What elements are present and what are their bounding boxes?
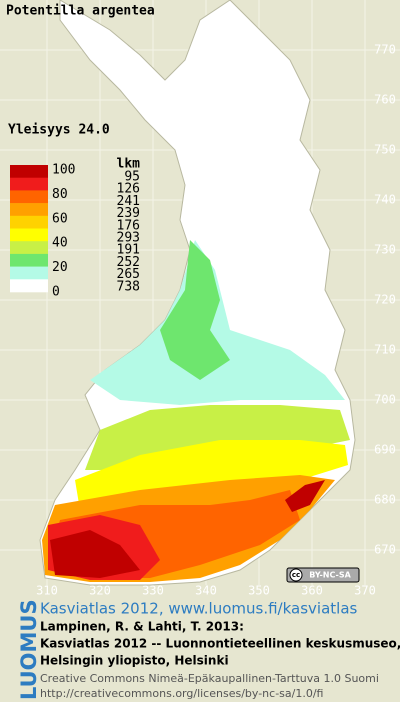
legend-scale: 60 — [52, 211, 68, 226]
frequency: Yleisyys 24.0 — [8, 123, 110, 138]
x-tick-label: 330 — [142, 584, 164, 598]
zone-dark-red-east — [285, 480, 325, 512]
legend-swatch — [10, 266, 48, 280]
y-tick-label: 760 — [374, 93, 396, 107]
y-tick-label: 670 — [374, 543, 396, 557]
y-tick-label: 700 — [374, 393, 396, 407]
x-tick-label: 310 — [36, 584, 58, 598]
y-tick-label: 690 — [374, 443, 396, 457]
legend-count: 252 — [117, 255, 140, 270]
y-tick-label: 770 — [374, 43, 396, 57]
legend-count: 265 — [117, 267, 140, 282]
legend-swatch — [10, 165, 48, 178]
legend-count: 126 — [117, 182, 140, 197]
footer-link: Kasviatlas 2012, www.luomus.fi/kasviatla… — [40, 600, 358, 618]
legend-swatch — [10, 190, 48, 204]
legend-scale: 80 — [52, 187, 68, 202]
y-tick-label: 720 — [374, 293, 396, 307]
legend-count: 176 — [117, 218, 140, 233]
license-badge: cc BY-NC-SA — [286, 567, 360, 583]
badge-license: BY-NC-SA — [309, 571, 351, 580]
y-tick-label: 710 — [374, 343, 396, 357]
legend-scale: 0 — [52, 285, 60, 300]
x-tick-label: 320 — [89, 584, 111, 598]
zone-cyan — [90, 240, 345, 405]
x-tick-label: 350 — [248, 584, 270, 598]
legend-swatch — [10, 228, 48, 242]
legend-swatch — [10, 253, 48, 267]
x-tick-label: 340 — [195, 584, 217, 598]
logo: LUOMUS — [17, 599, 41, 700]
map-title: Potentilla argentea — [6, 4, 155, 19]
y-tick-label: 730 — [374, 243, 396, 257]
legend-swatch — [10, 241, 48, 255]
y-tick-label: 740 — [374, 193, 396, 207]
citation-line: Kasviatlas 2012 -- Luonnontieteellinen k… — [40, 637, 400, 651]
y-tick-label: 750 — [374, 143, 396, 157]
legend-swatch — [10, 177, 48, 191]
legend-scale: 20 — [52, 260, 68, 275]
legend-swatch — [10, 215, 48, 229]
license-line: http://creativecommons.org/licenses/by-n… — [40, 687, 323, 700]
legend-count: 95 — [124, 170, 140, 185]
x-tick-label: 370 — [354, 584, 376, 598]
legend-count: 239 — [117, 206, 140, 221]
legend-swatch — [10, 203, 48, 217]
legend-scale: 40 — [52, 236, 68, 251]
license-line: Creative Commons Nimeä-Epäkaupallinen-Ta… — [40, 672, 379, 685]
legend-count: 191 — [117, 243, 140, 258]
citation-line: Helsingin yliopisto, Helsinki — [40, 654, 229, 668]
legend-scale: 100 — [52, 163, 75, 178]
legend-heading: lkm — [117, 157, 141, 172]
legend-swatch — [10, 279, 48, 293]
legend-count: 738 — [117, 279, 140, 294]
x-tick-label: 360 — [301, 584, 323, 598]
badge-circle — [289, 568, 303, 582]
citation-line: Lampinen, R. & Lahti, T. 2013: — [40, 620, 244, 634]
zone-green — [160, 240, 230, 380]
y-tick-label: 680 — [374, 493, 396, 507]
legend-count: 293 — [117, 231, 140, 246]
zone-dark-red — [50, 530, 140, 578]
legend-count: 241 — [117, 194, 140, 209]
badge-box — [286, 567, 360, 583]
badge-cc: cc — [292, 571, 300, 579]
